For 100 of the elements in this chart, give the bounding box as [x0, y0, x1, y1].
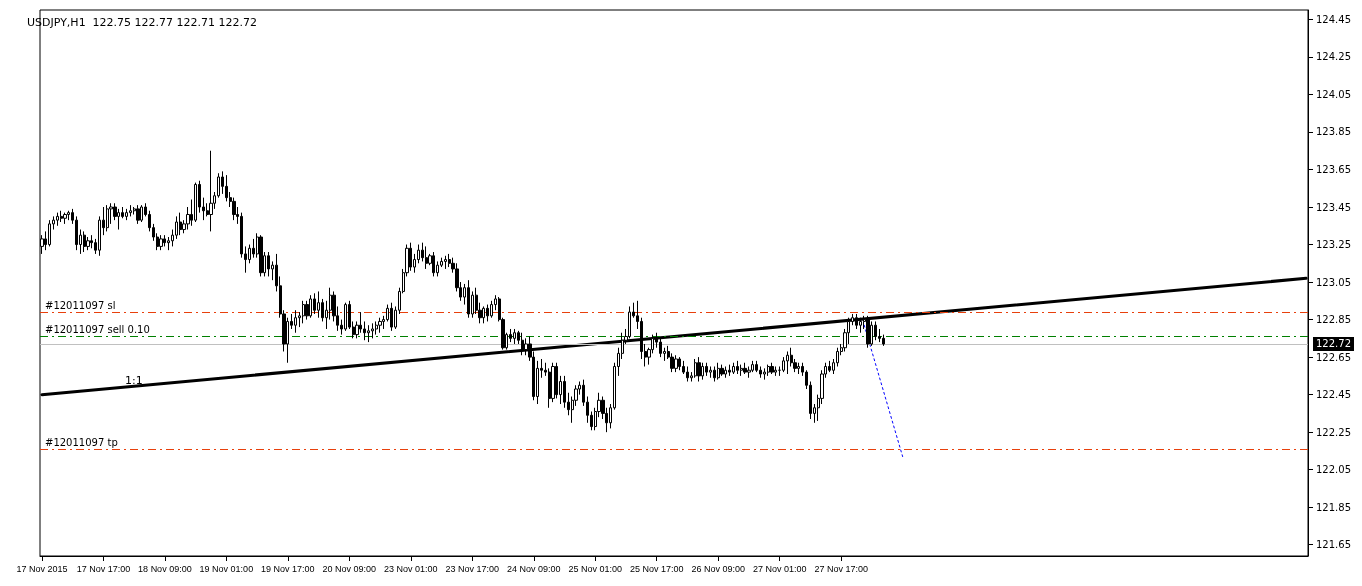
- candlestick: [209, 150, 213, 232]
- candlestick: [467, 279, 470, 319]
- y-tick-label: 123.45: [1316, 201, 1352, 213]
- candlestick: [60, 210, 63, 223]
- candlestick: [717, 362, 720, 381]
- candlestick: [767, 364, 770, 377]
- annotation: 1:1: [125, 374, 143, 387]
- candlestick: [67, 210, 70, 221]
- ref-line-label: 122.72: [1316, 338, 1352, 350]
- candlestick: [486, 304, 489, 322]
- y-tick-label: 123.05: [1316, 276, 1352, 288]
- ref-line-label: #12011097 sl: [45, 299, 116, 311]
- candlestick: [797, 362, 800, 375]
- candlestick: [674, 354, 678, 373]
- x-tick-label: 23 Nov 17:00: [445, 563, 500, 574]
- y-tick-label: 122.45: [1316, 389, 1352, 401]
- candlestick: [302, 300, 305, 324]
- candlestick: [659, 337, 662, 358]
- y-tick-label: 124.45: [1316, 13, 1352, 25]
- x-tick-label: 19 Nov 17:00: [261, 563, 315, 574]
- candlestick: [724, 365, 727, 379]
- candlestick: [344, 302, 347, 332]
- candlestick: [686, 365, 689, 383]
- x-tick-label: 18 Nov 09:00: [138, 563, 192, 574]
- candlestick: [375, 320, 378, 336]
- candlestick: [747, 365, 751, 379]
- candlestick: [136, 204, 140, 225]
- candlestick: [521, 332, 524, 356]
- candlestick: [163, 234, 166, 247]
- candlestick: [159, 234, 163, 251]
- x-tick-label: 19 Nov 01:00: [199, 563, 254, 574]
- candlestick: [125, 208, 128, 221]
- candlestick: [409, 242, 412, 272]
- candlestick: [743, 362, 747, 375]
- candlestick: [194, 182, 197, 223]
- candlestick: [444, 255, 447, 270]
- candlestick: [432, 251, 435, 277]
- x-tick-label: 17 Nov 17:00: [76, 563, 131, 574]
- y-tick-label: 122.85: [1316, 314, 1352, 326]
- y-tick-label: 123.65: [1316, 163, 1352, 175]
- candlestick: [425, 245, 428, 270]
- x-tick-label: 23 Nov 01:00: [384, 563, 438, 574]
- x-tick-label: 24 Nov 09:00: [506, 563, 561, 574]
- candlestick: [774, 365, 777, 377]
- candlestick: [870, 320, 873, 347]
- x-tick-label: 25 Nov 01:00: [568, 563, 623, 574]
- ref-line-label: #12011097 tp: [45, 436, 118, 448]
- candlestick: [697, 356, 701, 383]
- candlestick: [378, 317, 382, 334]
- candlestick: [705, 362, 708, 377]
- candlestick: [367, 324, 370, 343]
- candlestick: [548, 367, 551, 409]
- candlestick: [855, 313, 858, 330]
- candlestick: [259, 234, 263, 277]
- x-tick-label: 25 Nov 17:00: [629, 563, 684, 574]
- candlestick: [713, 365, 716, 383]
- candlestick: [732, 362, 735, 375]
- candlestick: [313, 292, 316, 315]
- candlestick: [678, 356, 681, 371]
- y-tick-label: 124.25: [1316, 51, 1352, 63]
- candlestick: [140, 204, 143, 223]
- candlestick: [106, 204, 109, 232]
- x-tick-label: 17 Nov 2015: [16, 563, 68, 574]
- y-tick-label: 121.85: [1316, 501, 1352, 513]
- candlestick: [728, 364, 731, 377]
- candlestick: [720, 364, 724, 377]
- x-tick-label: 27 Nov 01:00: [752, 563, 807, 574]
- candlestick: [294, 309, 297, 334]
- y-tick-label: 123.25: [1316, 239, 1352, 251]
- x-tick-label: 20 Nov 09:00: [322, 563, 377, 574]
- y-tick-label: 123.85: [1316, 126, 1352, 138]
- candlestick: [859, 317, 862, 334]
- ref-line-label: #12011097 sell 0.10: [45, 323, 150, 335]
- candlestick: [267, 251, 270, 277]
- candlestick: [390, 302, 393, 332]
- candlestick: [48, 219, 51, 247]
- candlestick: [309, 294, 312, 319]
- candlestick: [709, 365, 712, 379]
- candlestick: [740, 364, 743, 377]
- candlestick: [83, 230, 86, 253]
- x-tick-label: 26 Nov 09:00: [691, 563, 745, 574]
- candlestick: [482, 305, 485, 324]
- y-tick-label: 122.25: [1316, 426, 1352, 438]
- y-tick-label: 124.05: [1316, 88, 1352, 100]
- candlestick: [786, 350, 789, 375]
- candlestick: [866, 315, 870, 349]
- candlestick: [317, 290, 320, 319]
- candlestick: [56, 212, 59, 227]
- candlestick: [770, 362, 774, 375]
- y-tick-label: 122.05: [1316, 464, 1352, 476]
- y-tick-label: 121.65: [1316, 539, 1352, 551]
- candlestick: [179, 212, 182, 236]
- text: USDJPY,H1 122.75 122.77 122.71 122.72: [27, 16, 258, 29]
- candlestick: [63, 212, 67, 225]
- candlestick: [694, 358, 697, 379]
- x-tick-label: 27 Nov 17:00: [814, 563, 868, 574]
- candlestick: [736, 360, 739, 375]
- candlestick: [513, 328, 516, 345]
- y-tick-label: 122.65: [1316, 351, 1352, 363]
- candlestick: [129, 204, 132, 217]
